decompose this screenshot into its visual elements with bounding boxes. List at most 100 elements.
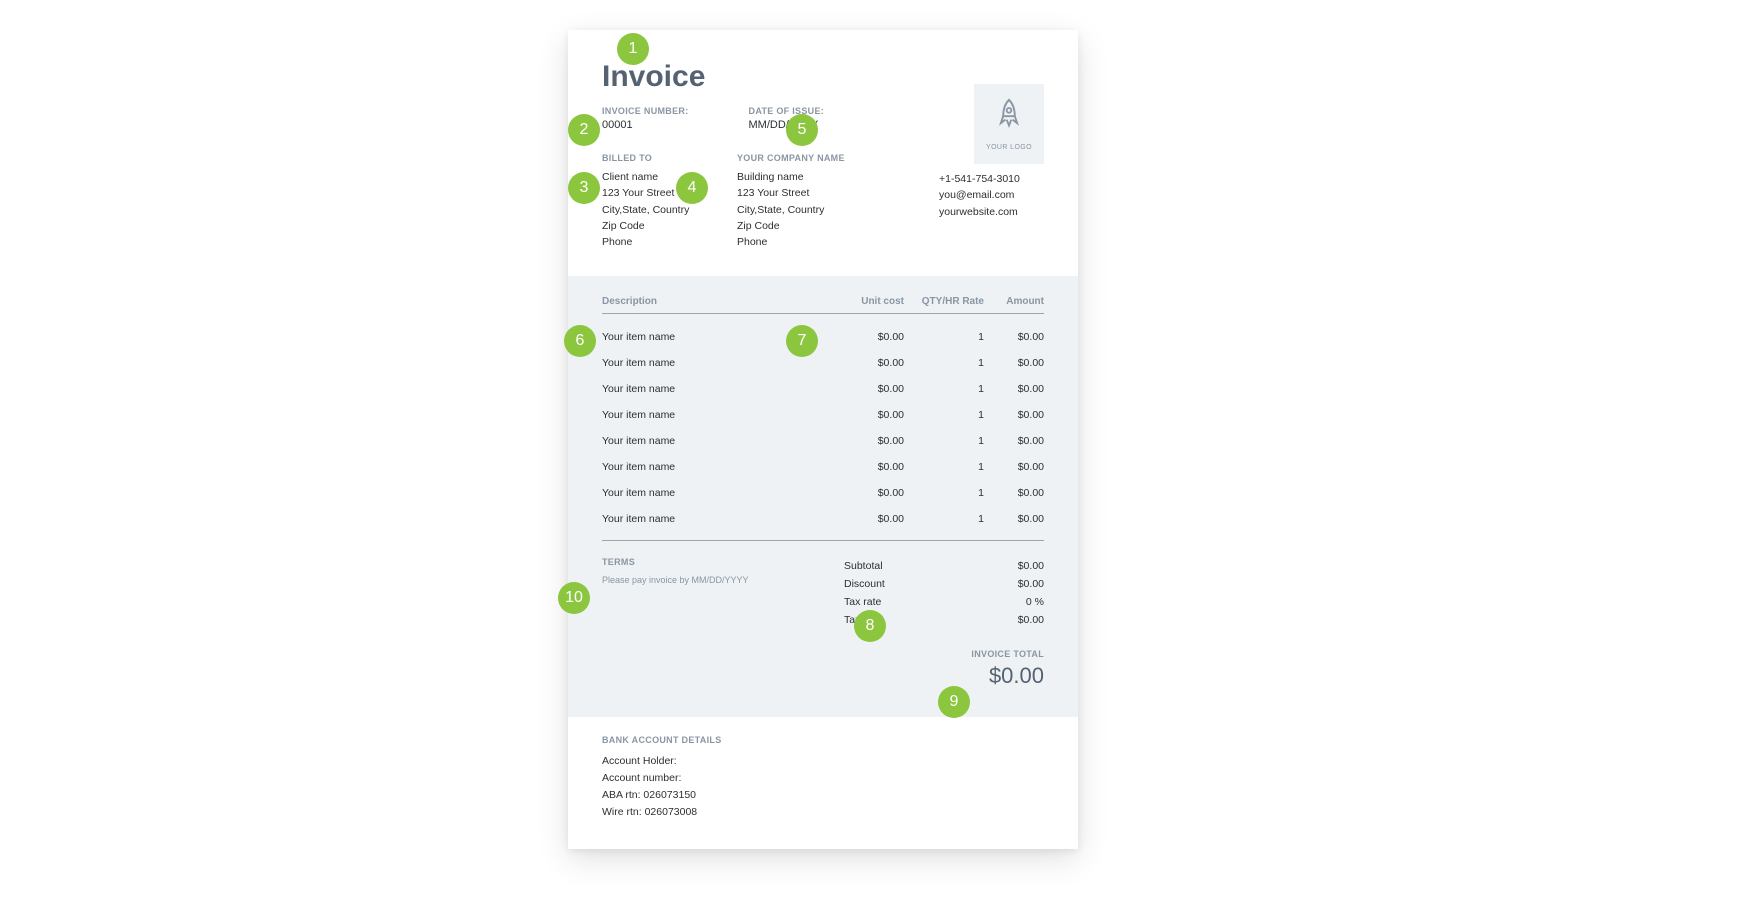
item-row: Your item name$0.001$0.00 (602, 324, 1044, 350)
company-line: City,State, Country (737, 202, 845, 218)
invoice-total-value: $0.00 (844, 663, 1044, 689)
callout-badge-2: 2 (568, 114, 600, 146)
item-unit: $0.00 (824, 357, 904, 369)
item-qty: 1 (904, 461, 984, 473)
item-amount: $0.00 (984, 487, 1044, 499)
total-value: $0.00 (1018, 614, 1044, 626)
callout-badge-5: 5 (786, 114, 818, 146)
contact-line: you@email.com (939, 187, 1044, 203)
items-body: Your item name$0.001$0.00Your item name$… (602, 324, 1044, 532)
item-qty: 1 (904, 487, 984, 499)
item-qty: 1 (904, 513, 984, 525)
stage: Invoice INVOICE NUMBER: 00001 DATE OF IS… (0, 0, 1742, 909)
callout-badge-8: 8 (854, 610, 886, 642)
item-desc: Your item name (602, 435, 824, 447)
item-qty: 1 (904, 435, 984, 447)
callout-badge-10: 10 (558, 582, 590, 614)
col-unit-cost: Unit cost (824, 296, 904, 307)
bank-line: Account number: (602, 770, 1044, 787)
item-row: Your item name$0.001$0.00 (602, 376, 1044, 402)
total-label: Tax rate (844, 596, 881, 608)
below-items-row: TERMS Please pay invoice by MM/DD/YYYY S… (602, 557, 1044, 689)
callout-badge-3: 3 (568, 172, 600, 204)
invoice-number-value: 00001 (602, 119, 689, 131)
invoice-number-label: INVOICE NUMBER: (602, 106, 689, 116)
total-label: Discount (844, 578, 885, 590)
item-desc: Your item name (602, 357, 824, 369)
items-section: Description Unit cost QTY/HR Rate Amount… (568, 276, 1078, 717)
total-row: Subtotal $0.00 (844, 557, 1044, 575)
item-qty: 1 (904, 331, 984, 343)
rocket-icon (995, 97, 1023, 138)
col-amount: Amount (984, 296, 1044, 307)
parties-row: BILLED TO Client name123 Your StreetCity… (602, 153, 1044, 250)
item-row: Your item name$0.001$0.00 (602, 350, 1044, 376)
item-amount: $0.00 (984, 357, 1044, 369)
item-desc: Your item name (602, 383, 824, 395)
item-amount: $0.00 (984, 435, 1044, 447)
item-qty: 1 (904, 383, 984, 395)
terms-block: TERMS Please pay invoice by MM/DD/YYYY (602, 557, 820, 689)
item-unit: $0.00 (824, 435, 904, 447)
bank-line: Wire rtn: 026073008 (602, 804, 1044, 821)
company-line: Phone (737, 234, 845, 250)
bank-line: ABA rtn: 026073150 (602, 787, 1044, 804)
invoice-total-label: INVOICE TOTAL (844, 649, 1044, 659)
invoice-card: Invoice INVOICE NUMBER: 00001 DATE OF IS… (568, 30, 1078, 849)
item-row: Your item name$0.001$0.00 (602, 480, 1044, 506)
callout-badge-9: 9 (938, 686, 970, 718)
invoice-header: Invoice INVOICE NUMBER: 00001 DATE OF IS… (568, 30, 1078, 250)
item-desc: Your item name (602, 487, 824, 499)
contact-line: +1-541-754-3010 (939, 171, 1044, 187)
total-row: Discount $0.00 (844, 575, 1044, 593)
contact-line: yourwebsite.com (939, 204, 1044, 220)
callout-badge-4: 4 (676, 172, 708, 204)
invoice-date-label: DATE OF ISSUE: (749, 106, 825, 116)
bank-label: BANK ACCOUNT DETAILS (602, 735, 1044, 745)
bank-details-block: BANK ACCOUNT DETAILS Account Holder:Acco… (568, 717, 1078, 848)
item-unit: $0.00 (824, 461, 904, 473)
billed-to-line: Phone (602, 234, 707, 250)
terms-label: TERMS (602, 557, 820, 567)
item-row: Your item name$0.001$0.00 (602, 428, 1044, 454)
company-block: YOUR COMPANY NAME Building name123 Your … (737, 153, 845, 250)
item-amount: $0.00 (984, 461, 1044, 473)
invoice-number-block: INVOICE NUMBER: 00001 (602, 106, 689, 131)
item-amount: $0.00 (984, 383, 1044, 395)
item-desc: Your item name (602, 461, 824, 473)
callout-badge-6: 6 (564, 325, 596, 357)
item-qty: 1 (904, 357, 984, 369)
billed-to-label: BILLED TO (602, 153, 707, 163)
logo-placeholder-text: YOUR LOGO (986, 144, 1032, 151)
total-value: 0 % (1026, 596, 1044, 608)
item-desc: Your item name (602, 513, 824, 525)
billed-to-line: Zip Code (602, 218, 707, 234)
callout-badge-7: 7 (786, 325, 818, 357)
item-unit: $0.00 (824, 383, 904, 395)
item-amount: $0.00 (984, 513, 1044, 525)
company-line: 123 Your Street (737, 185, 845, 201)
callout-badge-1: 1 (617, 33, 649, 65)
item-unit: $0.00 (824, 409, 904, 421)
col-qty: QTY/HR Rate (904, 296, 984, 307)
item-row: Your item name$0.001$0.00 (602, 506, 1044, 532)
contact-block: +1-541-754-3010you@email.comyourwebsite.… (939, 153, 1044, 250)
terms-text: Please pay invoice by MM/DD/YYYY (602, 575, 820, 585)
item-desc: Your item name (602, 409, 824, 421)
col-description: Description (602, 296, 824, 307)
total-value: $0.00 (1018, 560, 1044, 572)
total-value: $0.00 (1018, 578, 1044, 590)
total-label: Subtotal (844, 560, 883, 572)
items-bottom-rule (602, 540, 1044, 541)
total-row: Tax rate 0 % (844, 593, 1044, 611)
item-amount: $0.00 (984, 409, 1044, 421)
company-line: Building name (737, 169, 845, 185)
item-qty: 1 (904, 409, 984, 421)
item-unit: $0.00 (824, 331, 904, 343)
item-unit: $0.00 (824, 513, 904, 525)
logo-placeholder: YOUR LOGO (974, 84, 1044, 164)
item-amount: $0.00 (984, 331, 1044, 343)
items-header-row: Description Unit cost QTY/HR Rate Amount (602, 296, 1044, 314)
company-line: Zip Code (737, 218, 845, 234)
item-unit: $0.00 (824, 487, 904, 499)
